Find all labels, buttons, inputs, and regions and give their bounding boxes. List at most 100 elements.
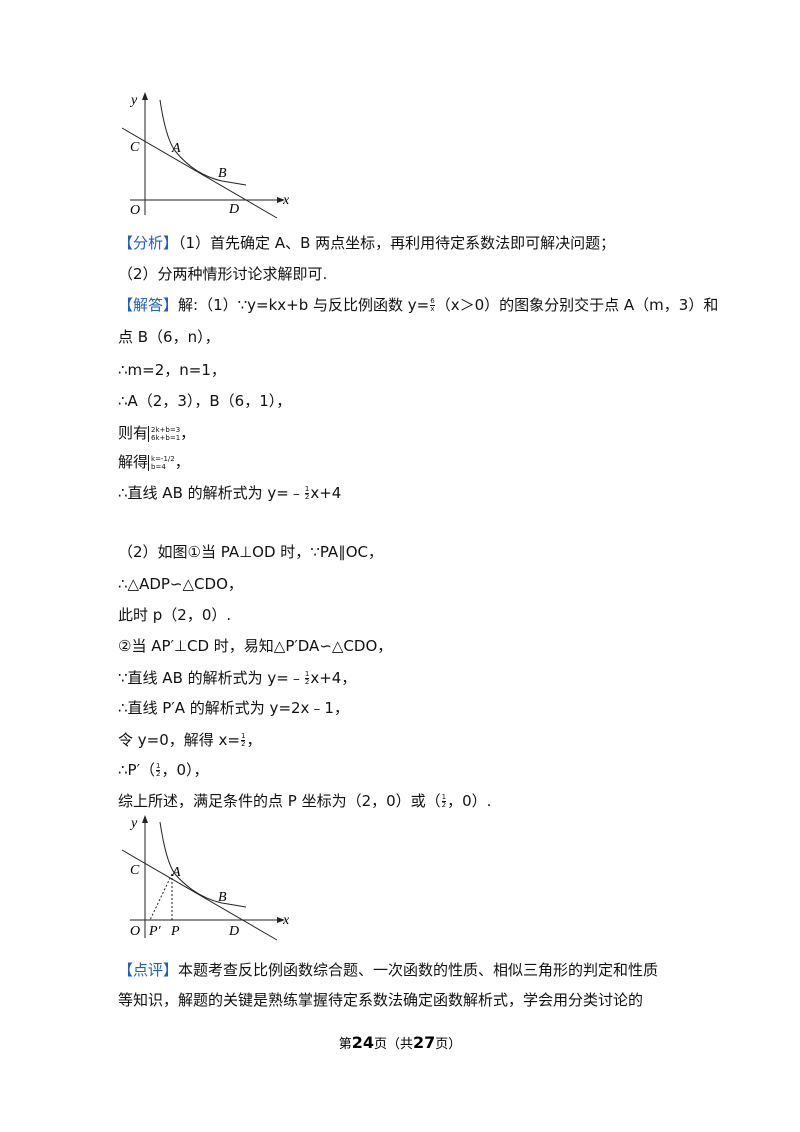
text: 点 B（6，n）， xyxy=(118,328,220,346)
text-line: 【解答】解:（1）∵y=kx+b 与反比例函数 y= 6 x （x＞0）的图象分别交于… xyxy=(118,295,718,315)
text-line: 综上所述，满足条件的点 P 坐标为（2，0）或（ 1 2 ，0）. xyxy=(118,791,491,811)
text-line: 点 B（6，n）， xyxy=(118,327,220,347)
text-line: 此时 p（2，0）. xyxy=(118,605,231,625)
text: 解得 xyxy=(118,453,149,471)
point-label: D xyxy=(228,924,239,939)
page-number: 24 xyxy=(351,1033,374,1052)
text-line: ∵直线 AB 的解析式为 y=﹣ 1 2 x+4， xyxy=(118,668,356,688)
point-label: B xyxy=(218,166,227,181)
text-line: （2）分两种情形讨论求解即可. xyxy=(118,264,327,284)
text: ， xyxy=(174,453,190,471)
text: ，0）. xyxy=(447,792,492,810)
numerator: 1 xyxy=(304,485,310,494)
axis-label: y xyxy=(129,93,138,108)
text: （1）首先确定 A、B 两点坐标，再利用待定系数法即可解决问题； xyxy=(178,234,616,252)
point-label: D xyxy=(228,202,239,217)
equation-system: k=-1/2 b=4 xyxy=(148,454,175,471)
page-number: 27 xyxy=(413,1033,436,1052)
text: ∴P′（ xyxy=(118,761,155,779)
text: 第 xyxy=(338,1037,352,1052)
section-tag: 【分析】 xyxy=(118,234,179,252)
text: ∴m=2，n=1， xyxy=(118,361,226,379)
text: 此时 p（2，0）. xyxy=(118,606,232,624)
text: ∴直线 P′A 的解析式为 y=2x﹣1， xyxy=(118,699,349,717)
text-line: 等知识，解题的关键是熟练掌握待定系数法确定函数解析式，学会用分类讨论的 xyxy=(118,990,643,1010)
page-footer: 第24页（共27页） xyxy=(0,1033,800,1052)
figure-1: y x C A B O D xyxy=(121,92,290,219)
text-line: ∴△ADP∽△CDO， xyxy=(118,574,243,594)
equation-system: 2k+b=3 6k+b=1 xyxy=(148,425,181,442)
denominator: 2 xyxy=(304,678,310,686)
denominator: x xyxy=(430,305,435,313)
equation: k=-1/2 xyxy=(151,454,175,463)
text: ， xyxy=(246,731,262,749)
text-line: （2）如图①当 PA⊥OD 时，∵PA∥OC， xyxy=(118,542,383,562)
denominator: 2 xyxy=(304,493,310,501)
point-label: O xyxy=(130,203,140,218)
text-line: 【点评】本题考查反比例函数综合题、一次函数的性质、相似三角形的判定和性质 xyxy=(118,960,658,980)
point-label: C xyxy=(130,863,140,878)
text: ，0）， xyxy=(161,761,209,779)
figure-2: y x C A B O P′ P D xyxy=(121,815,290,941)
denominator: 2 xyxy=(441,801,447,809)
text: ∴△ADP∽△CDO， xyxy=(118,575,243,593)
text: ∴直线 AB 的解析式为 y=﹣ xyxy=(118,484,304,502)
axis-label: x xyxy=(282,913,290,928)
text-line: ∴P′（ 1 2 ，0）， xyxy=(118,760,209,780)
point-label: C xyxy=(130,140,140,155)
text: ， xyxy=(180,424,196,442)
section-tag: 【点评】 xyxy=(118,961,179,979)
text: （x＞0）的图象分别交于点 A（m，3）和 xyxy=(435,296,719,314)
text-line: ∴m=2，n=1， xyxy=(118,360,226,380)
equation: 2k+b=3 xyxy=(151,425,181,434)
text: 令 y=0，解得 x= xyxy=(118,731,240,749)
text: （2）如图①当 PA⊥OD 时，∵PA∥OC， xyxy=(118,543,383,561)
text: ∴A（2，3），B（6，1）， xyxy=(118,392,292,410)
numerator: 1 xyxy=(156,762,161,771)
section-tag: 【解答】 xyxy=(118,296,179,314)
text: 页（共 xyxy=(373,1037,413,1052)
text: 解:（1）∵y=kx+b 与反比例函数 y= xyxy=(178,296,430,314)
text: ∵直线 AB 的解析式为 y=﹣ xyxy=(118,669,304,687)
point-label: A xyxy=(171,865,181,880)
text-line: ∴直线 AB 的解析式为 y=﹣ 1 2 x+4 xyxy=(118,483,341,503)
axis-label: x xyxy=(282,193,290,208)
text: 综上所述，满足条件的点 P 坐标为（2，0）或（ xyxy=(118,792,441,810)
point-label: B xyxy=(218,890,227,905)
text: x+4 xyxy=(310,484,342,502)
text: ②当 AP′⊥CD 时，易知△P′DA∽△CDO， xyxy=(118,637,393,655)
point-label: P′ xyxy=(148,924,162,939)
point-label: O xyxy=(130,924,140,939)
text-line: 【分析】（1）首先确定 A、B 两点坐标，再利用待定系数法即可解决问题； xyxy=(118,233,615,253)
text: 本题考查反比例函数综合题、一次函数的性质、相似三角形的判定和性质 xyxy=(178,961,659,979)
text-line: 令 y=0，解得 x= 1 2， xyxy=(118,730,261,750)
numerator: 6 xyxy=(430,297,435,306)
text: 则有 xyxy=(118,424,149,442)
text-line: ∴A（2，3），B（6，1）， xyxy=(118,391,291,411)
numerator: 1 xyxy=(304,670,310,679)
text-line: 则有 2k+b=3 6k+b=1， xyxy=(118,423,195,443)
text-line: 解得 k=-1/2 b=4， xyxy=(118,452,190,472)
equation: b=4 xyxy=(151,462,166,471)
text: 等知识，解题的关键是熟练掌握待定系数法确定函数解析式，学会用分类讨论的 xyxy=(118,991,644,1009)
numerator: 1 xyxy=(441,793,447,802)
point-label: A xyxy=(171,141,181,156)
text-line: ②当 AP′⊥CD 时，易知△P′DA∽△CDO， xyxy=(118,636,392,656)
denominator: 2 xyxy=(156,770,161,778)
axis-label: y xyxy=(129,816,138,831)
equation: 6k+b=1 xyxy=(151,433,181,442)
text: 页） xyxy=(435,1037,462,1052)
point-label: P xyxy=(170,924,180,939)
text-line: ∴直线 P′A 的解析式为 y=2x﹣1， xyxy=(118,698,349,718)
numerator: 1 xyxy=(240,732,246,741)
text: x+4， xyxy=(310,669,357,687)
text: （2）分两种情形讨论求解即可. xyxy=(118,265,328,283)
denominator: 2 xyxy=(240,740,246,748)
